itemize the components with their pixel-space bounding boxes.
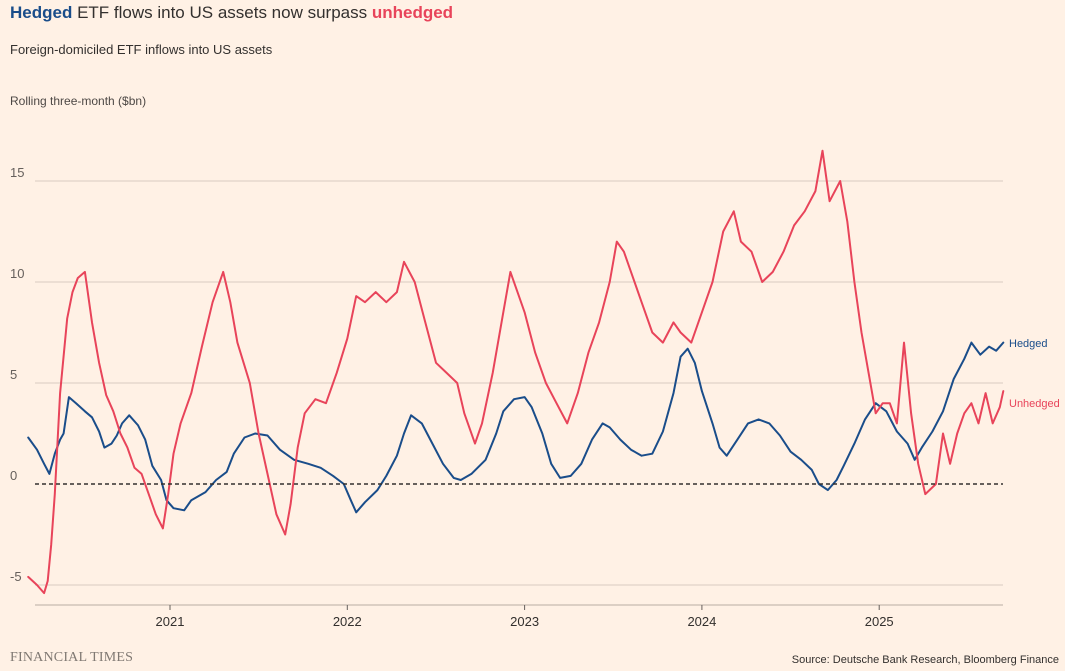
x-tick-label: 2025 — [865, 614, 894, 629]
title-unhedged-word: unhedged — [371, 3, 454, 22]
y-tick-label: 10 — [10, 266, 24, 281]
ft-brand-logo: FINANCIAL TIMES — [10, 650, 134, 665]
series-line-unhedged — [27, 149, 1005, 595]
series-label-unhedged: Unhedged — [1009, 398, 1060, 410]
x-tick-label: 2024 — [687, 614, 716, 629]
source-note: Source: Deutsche Bank Research, Bloomber… — [791, 654, 1059, 666]
series-label-hedged: Hedged — [1009, 338, 1048, 350]
title-hedged-word: Hedged — [10, 3, 73, 22]
y-tick-label: 15 — [10, 165, 24, 180]
x-tick-label: 2021 — [156, 614, 185, 629]
x-tick-label: 2023 — [510, 614, 539, 629]
y-tick-label: 0 — [10, 468, 17, 483]
title-middle-text: ETF flows into US assets now surpass — [72, 3, 372, 22]
y-axis-unit-label: Rolling three-month ($bn) — [10, 94, 147, 108]
y-tick-label: -5 — [10, 569, 22, 584]
y-tick-label: 5 — [10, 367, 17, 382]
series-line-hedged — [27, 341, 1005, 514]
chart-subtitle: Foreign-domiciled ETF inflows into US as… — [10, 42, 273, 57]
chart-title: Hedged ETF flows into US assets now surp… — [10, 2, 453, 24]
x-tick-label: 2022 — [333, 614, 362, 629]
